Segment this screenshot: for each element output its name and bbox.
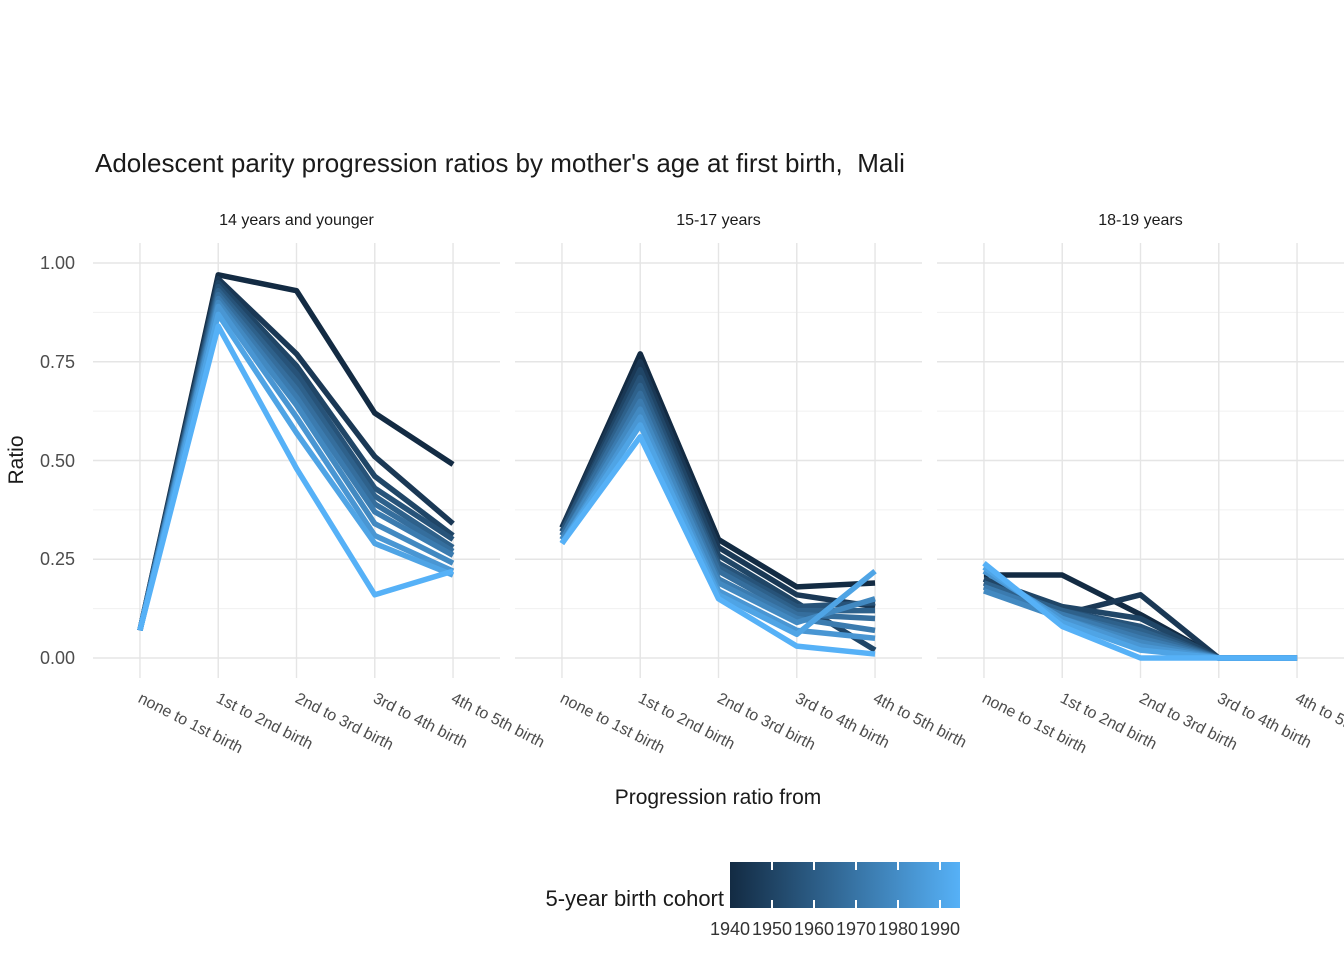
cohort-line-1990 <box>137 323 454 632</box>
facet-label-14-and-younger: 14 years and younger <box>219 212 374 229</box>
legend-tick-mark <box>855 900 857 908</box>
legend-title: 5-year birth cohort <box>545 886 724 911</box>
legend-tick-mark <box>813 862 815 870</box>
legend-tick-label: 1950 <box>751 919 793 939</box>
y-tick-label: 0.75 <box>39 351 75 372</box>
facet-label-18-19: 18-19 years <box>1098 212 1183 229</box>
cohort-line-1990 <box>559 434 876 657</box>
legend-tick-mark <box>897 900 899 908</box>
y-tick-label: 1.00 <box>39 253 75 273</box>
legend-tick-mark <box>813 900 815 908</box>
legend-colorbar <box>730 862 960 908</box>
legend-tick-label: 1970 <box>835 919 877 939</box>
legend-tick-label: 1940 <box>709 919 751 939</box>
cohort-line-1945 <box>559 359 876 610</box>
facet-label-15-17: 15-17 years <box>676 212 761 229</box>
cohort-line-1990 <box>982 561 1298 661</box>
legend-tick-mark <box>939 862 941 870</box>
legend-tick-label: 1980 <box>877 919 919 939</box>
legend-tick-mark <box>771 862 773 870</box>
legend-tick-mark <box>897 862 899 870</box>
legend-tick-mark <box>939 900 941 908</box>
x-axis-title: Progression ratio from <box>614 786 822 809</box>
y-tick-label: 0.50 <box>39 450 75 471</box>
y-tick-label: 0.00 <box>39 648 75 668</box>
legend-tick-label: 1960 <box>793 919 835 939</box>
chart-title: Adolescent parity progression ratios by … <box>95 148 905 178</box>
legend-tick-mark <box>855 862 857 870</box>
legend-tick-mark <box>771 900 773 908</box>
legend-tick-label: 1990 <box>919 919 961 939</box>
y-tick-label: 0.25 <box>39 549 75 570</box>
